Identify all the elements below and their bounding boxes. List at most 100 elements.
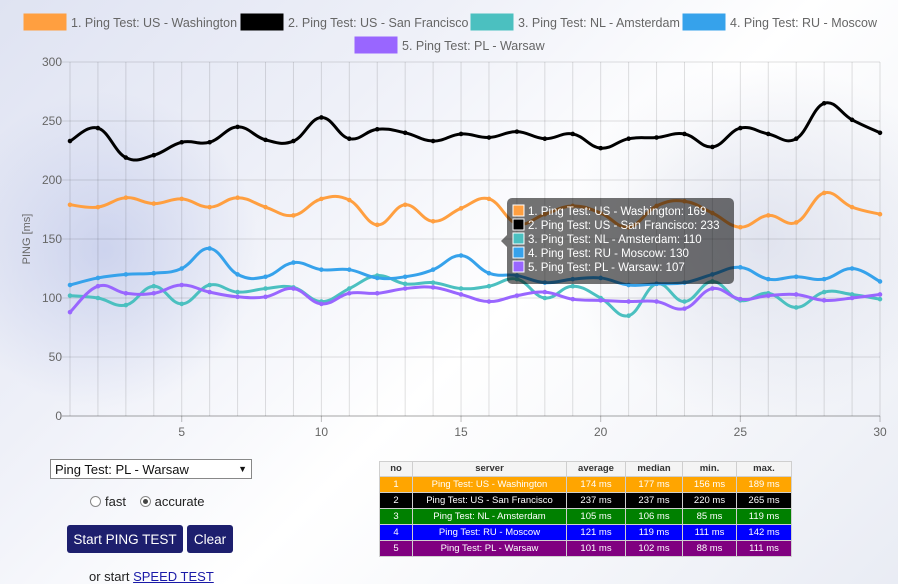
data-point: [291, 260, 296, 265]
data-point: [877, 130, 883, 136]
x-tick-label: 5: [178, 425, 185, 439]
data-point: [430, 285, 436, 290]
chart-lines: [68, 101, 881, 318]
data-point: [682, 306, 687, 311]
data-point: [263, 286, 268, 291]
data-point: [821, 276, 827, 282]
col-header-server: server: [412, 461, 567, 477]
data-point: [402, 286, 408, 291]
data-point: [877, 211, 883, 217]
data-point: [626, 136, 631, 141]
data-point: [374, 290, 380, 296]
col-header-max: max.: [736, 461, 792, 477]
clear-button[interactable]: Clear: [187, 525, 233, 553]
data-point: [458, 292, 464, 297]
data-point: [179, 139, 185, 145]
data-point: [151, 270, 157, 276]
cell-server: Ping Test: PL - Warsaw: [412, 540, 567, 557]
data-point: [123, 290, 129, 296]
data-point: [347, 286, 352, 291]
cell-average: 105 ms: [566, 508, 626, 525]
col-header-average: average: [566, 461, 626, 477]
legend-swatch: [354, 36, 398, 54]
tooltip-line: 5. Ping Test: PL - Warsaw: 107: [528, 262, 685, 274]
chart-legend: 1. Ping Test: US - Washington 2. Ping Tes…: [23, 13, 878, 54]
speed-test-link[interactable]: SPEED TEST: [133, 569, 214, 584]
accurate-radio[interactable]: [139, 496, 151, 507]
data-point: [179, 266, 185, 271]
data-point: [458, 253, 464, 258]
data-point: [514, 293, 520, 298]
cell-median: 102 ms: [625, 540, 683, 557]
data-point: [319, 267, 324, 272]
data-point: [486, 283, 492, 289]
chart-axes: 0 50 100 150 200 250 300 5 10 15 20 25 30 PING [ms]: [21, 55, 887, 439]
data-point: [319, 115, 324, 120]
y-tick-label: 100: [42, 291, 62, 305]
data-point: [430, 138, 436, 144]
data-point: [849, 117, 855, 123]
cell-max: 142 ms: [736, 524, 792, 541]
data-point: [374, 275, 380, 281]
ping-chart: 1. Ping Test: US - Washington 2. Ping Tes…: [21, 13, 887, 439]
legend-swatch: [23, 13, 67, 31]
fast-radio[interactable]: [90, 496, 101, 507]
data-point: [821, 101, 827, 106]
data-point: [67, 309, 73, 315]
data-point: [765, 293, 771, 298]
chart-grid: [62, 61, 881, 417]
legend-swatch: [240, 13, 284, 31]
cell-no: 4: [379, 524, 413, 541]
y-tick-label: 50: [49, 350, 63, 364]
data-point: [877, 296, 883, 302]
table-row: 2 Ping Test: US - San Francisco 237 ms 2…: [379, 492, 792, 509]
data-point: [682, 131, 687, 137]
data-point: [207, 204, 212, 210]
data-point: [235, 272, 240, 277]
results-header-row: no server average median min. max.: [379, 461, 792, 477]
data-point: [598, 298, 603, 303]
data-point: [123, 195, 129, 200]
legend-label: 3. Ping Test: NL - Amsterdam: [518, 16, 680, 30]
cell-no: 3: [379, 508, 413, 525]
chart-tooltip: 1. Ping Test: US - Washington: 169 2. Pin…: [501, 198, 734, 284]
cell-max: 119 ms: [736, 508, 792, 525]
data-point: [179, 301, 185, 307]
legend-label: 1. Ping Test: US - Washington: [71, 16, 237, 30]
tooltip-swatch: [512, 204, 525, 217]
data-point: [793, 292, 799, 297]
data-point: [179, 282, 185, 288]
data-point: [542, 295, 548, 301]
y-tick-label: 200: [42, 173, 62, 187]
data-point: [347, 290, 352, 296]
data-point: [626, 313, 631, 319]
data-point: [458, 206, 464, 211]
cell-server: Ping Test: NL - Amsterdam: [412, 508, 567, 525]
data-point: [291, 213, 296, 218]
data-point: [207, 282, 212, 288]
data-point: [570, 283, 576, 289]
x-tick-label: 10: [315, 425, 329, 439]
data-point: [291, 286, 296, 291]
data-point: [430, 280, 436, 285]
data-point: [95, 283, 101, 289]
cell-max: 189 ms: [736, 476, 792, 493]
data-point: [67, 282, 73, 288]
server-select[interactable]: Ping Test: PL - Warsaw ▼: [50, 459, 252, 479]
data-point: [765, 276, 771, 282]
col-header-no: no: [379, 461, 413, 477]
data-point: [263, 274, 268, 280]
data-point: [402, 202, 408, 208]
tooltip-swatch: [512, 260, 525, 273]
data-point: [458, 131, 464, 137]
data-point: [207, 139, 212, 145]
data-point: [235, 294, 240, 300]
data-point: [542, 136, 548, 141]
data-point: [207, 246, 212, 251]
legend-swatch: [682, 13, 726, 31]
data-point: [374, 222, 380, 228]
data-point: [654, 135, 659, 140]
y-tick-label: 0: [55, 409, 62, 423]
tooltip-line: 1. Ping Test: US - Washington: 169: [528, 206, 706, 218]
start-ping-test-button[interactable]: Start PING TEST: [67, 525, 183, 553]
